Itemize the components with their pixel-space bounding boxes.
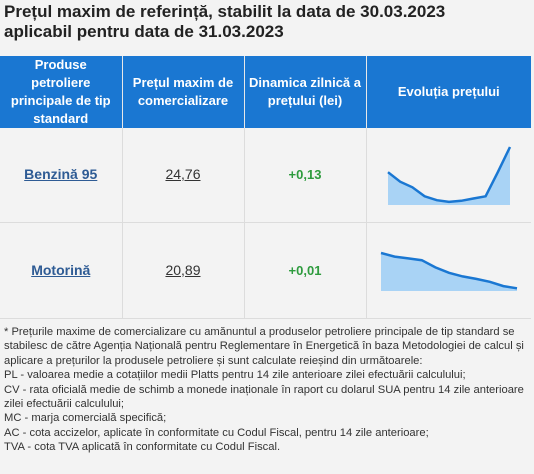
price-trend-sparkline [386,146,511,205]
table-header-row: Produse petroliere principale de tip sta… [0,56,531,128]
product-cell: Benzină 95 [0,128,123,223]
note-ac: AC - cota accizelor, aplicate în conform… [4,426,429,439]
page-title: Prețul maxim de referință, stabilit la d… [4,2,530,42]
header-products: Produse petroliere principale de tip sta… [0,56,123,128]
price-value[interactable]: 20,89 [165,261,201,278]
change-cell: +0,13 [244,128,367,223]
price-value[interactable]: 24,76 [165,166,201,182]
sparkline-area [387,147,510,205]
product-cell: Motorină [0,222,123,319]
note-tva: TVA - cota TVA aplicată în conformitate … [4,441,281,454]
methodology-notes: * Prețurile maxime de comercializare cu … [4,325,528,455]
product-link-benzina-95[interactable]: Benzină 95 [24,166,98,182]
note-cv: CV - rata oficială medie de schimb a mon… [4,383,524,411]
table-row: Benzină 95 24,76 +0,13 [0,128,531,223]
note-pl: PL - valoarea medie a cotațiilor medii P… [4,369,466,382]
product-link-motorina[interactable]: Motorină [31,261,91,278]
trend-cell [366,128,531,223]
daily-change-value: +0,01 [288,262,322,278]
price-cell: 20,89 [122,222,245,319]
title-line-1: Prețul maxim de referință, stabilit la d… [4,2,446,21]
note-mc: MC - marja comercială specifică; [4,412,167,425]
price-cell: 24,76 [122,128,245,223]
header-daily-change: Dinamica zilnică a prețului (lei) [244,56,367,128]
header-max-price: Prețul maxim de comercializare [122,56,245,128]
sparkline-line [380,251,517,290]
daily-change-value: +0,13 [288,167,322,182]
title-line-2: aplicabil pentru data de 31.03.2023 [4,22,284,41]
header-price-evolution: Evoluția prețului [366,56,531,128]
price-trend-sparkline [380,251,517,291]
note-intro: * Prețurile maxime de comercializare cu … [4,326,524,367]
change-cell: +0,01 [244,222,367,319]
table-row: Motorină 20,89 +0,01 [0,222,531,319]
price-table: Produse petroliere principale de tip sta… [0,56,531,319]
sparkline-line [386,146,511,204]
trend-cell [366,222,531,319]
